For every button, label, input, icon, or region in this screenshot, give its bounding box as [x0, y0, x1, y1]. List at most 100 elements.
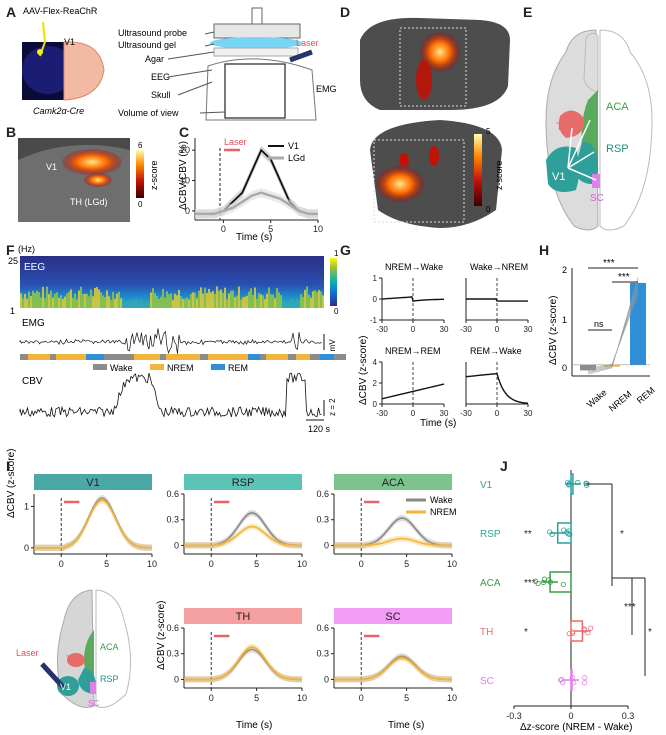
f-cbv-label: CBV	[22, 376, 43, 387]
f-legend-wake: Wake	[110, 363, 133, 373]
spectrogram-column	[280, 295, 282, 308]
state-segment-rem	[248, 354, 260, 360]
spectrogram-column	[298, 299, 300, 308]
spectrogram-column	[228, 293, 230, 308]
spectrogram-column	[142, 302, 144, 308]
i-title: TH	[236, 611, 251, 623]
h-bar-rem	[630, 282, 646, 365]
d-colorbar	[474, 134, 482, 206]
c-ticks: 0 10 20 0 5 10	[180, 145, 323, 234]
spectrogram-column	[300, 294, 302, 308]
spectrogram-column	[164, 297, 166, 308]
j-xtick-label: 0.3	[622, 711, 635, 721]
spectrogram-column	[254, 287, 256, 308]
spectrogram-column	[68, 291, 70, 308]
g-xtick-label: -30	[376, 409, 388, 418]
i-title: V1	[86, 477, 99, 489]
spectrogram-column	[212, 291, 214, 308]
j-region-label: RSP	[480, 529, 501, 540]
g-xtick-label: -30	[376, 325, 388, 334]
spectrogram-column	[78, 290, 80, 308]
g-ytick-label: -1	[370, 316, 378, 325]
h-cat-nrem: NREM	[607, 389, 634, 414]
j-data-point	[566, 631, 572, 637]
f-cbv-scale: z = 2	[328, 398, 337, 416]
spectrogram-column	[150, 292, 152, 308]
e-th-label: TH	[556, 121, 571, 133]
spectrogram-column	[44, 298, 46, 308]
spectrogram-column	[50, 290, 52, 308]
f-eeg-label: EEG	[24, 262, 45, 273]
i-legend-wake: Wake	[430, 495, 453, 505]
c-xlabel: Time (s)	[236, 232, 272, 243]
j-data-point	[585, 630, 591, 636]
j-bracket-sig: *	[648, 627, 652, 638]
panel-label-c: C	[179, 124, 190, 140]
spectrogram-column	[182, 298, 184, 308]
g-trace	[381, 296, 444, 302]
i-ytick-label: 0.3	[316, 515, 329, 525]
i-ytick-label: 0	[324, 674, 329, 684]
spectrogram-column	[306, 286, 308, 308]
spectrogram-column	[52, 297, 54, 308]
i-band-nrem	[34, 497, 152, 551]
j-region-label: TH	[480, 627, 493, 638]
spectrogram-column	[226, 299, 228, 308]
spectrogram-column	[266, 293, 268, 308]
h-sig-3: ns	[594, 319, 604, 329]
spectrogram-column	[316, 291, 318, 308]
spectrogram-column	[130, 299, 132, 308]
spectrogram-column	[242, 297, 244, 308]
j-xtick-label: 0	[568, 711, 573, 721]
state-segment-wake	[334, 354, 346, 360]
i-ylabel-bottom: ΔCBV (z-score)	[156, 601, 167, 670]
i-ytick-label: 0.3	[316, 649, 329, 659]
state-segment-nrem	[56, 354, 86, 360]
state-segment-wake	[104, 354, 134, 360]
spectrogram-column	[236, 295, 238, 308]
spectrogram-column	[24, 293, 26, 308]
spectrogram-column	[120, 298, 122, 308]
f-legend-nrem: NREM	[167, 363, 194, 373]
spectrogram-column	[260, 294, 262, 308]
j-data-point	[560, 581, 566, 588]
i-band-nrem	[184, 523, 302, 549]
spectrogram-column	[248, 291, 250, 308]
spectrogram-column	[256, 298, 258, 308]
spectrogram-column	[264, 299, 266, 308]
j-data-point	[558, 676, 565, 683]
panel-label-g: G	[340, 242, 351, 258]
f-legend-rem: REM	[228, 363, 248, 373]
spectrogram-column	[314, 290, 316, 308]
g-xtick-label: 0	[495, 409, 500, 418]
i-xtick-label: 0	[209, 693, 214, 703]
i-laser-label: Laser	[16, 648, 39, 658]
spectrogram-column	[200, 287, 202, 308]
h-ytick-1: 1	[562, 315, 567, 325]
state-segment-wake	[260, 354, 266, 360]
spectrogram-column	[166, 291, 168, 308]
laser-fiber-icon	[289, 49, 313, 63]
spectrogram-column	[240, 299, 242, 308]
label-volume-of-view: Volume of view	[118, 108, 179, 118]
spectrogram-column	[28, 291, 30, 308]
g-ylabel: ΔCBV (z-score)	[358, 336, 369, 405]
i-ytick-label: 0.6	[316, 489, 329, 499]
spectrogram-column	[64, 296, 66, 308]
f-cbar-max: 1	[334, 249, 339, 258]
panel-label-d: D	[340, 4, 351, 20]
spectrogram-column	[312, 291, 314, 308]
spectrogram-column	[238, 286, 240, 308]
i-title-box	[184, 608, 302, 624]
spectrogram-column	[138, 302, 140, 308]
e-v1-region	[546, 146, 579, 192]
spectrogram-column	[22, 298, 24, 308]
i-xtick-label: 5	[404, 559, 409, 569]
i-brain-sc: SC	[88, 699, 99, 708]
f-cbar-min: 0	[334, 307, 339, 316]
j-data-point	[582, 675, 588, 681]
volume-of-view-box	[224, 63, 286, 119]
j-data-point	[547, 529, 553, 535]
spectrogram-column	[176, 295, 178, 308]
state-segment-wake	[288, 354, 296, 360]
